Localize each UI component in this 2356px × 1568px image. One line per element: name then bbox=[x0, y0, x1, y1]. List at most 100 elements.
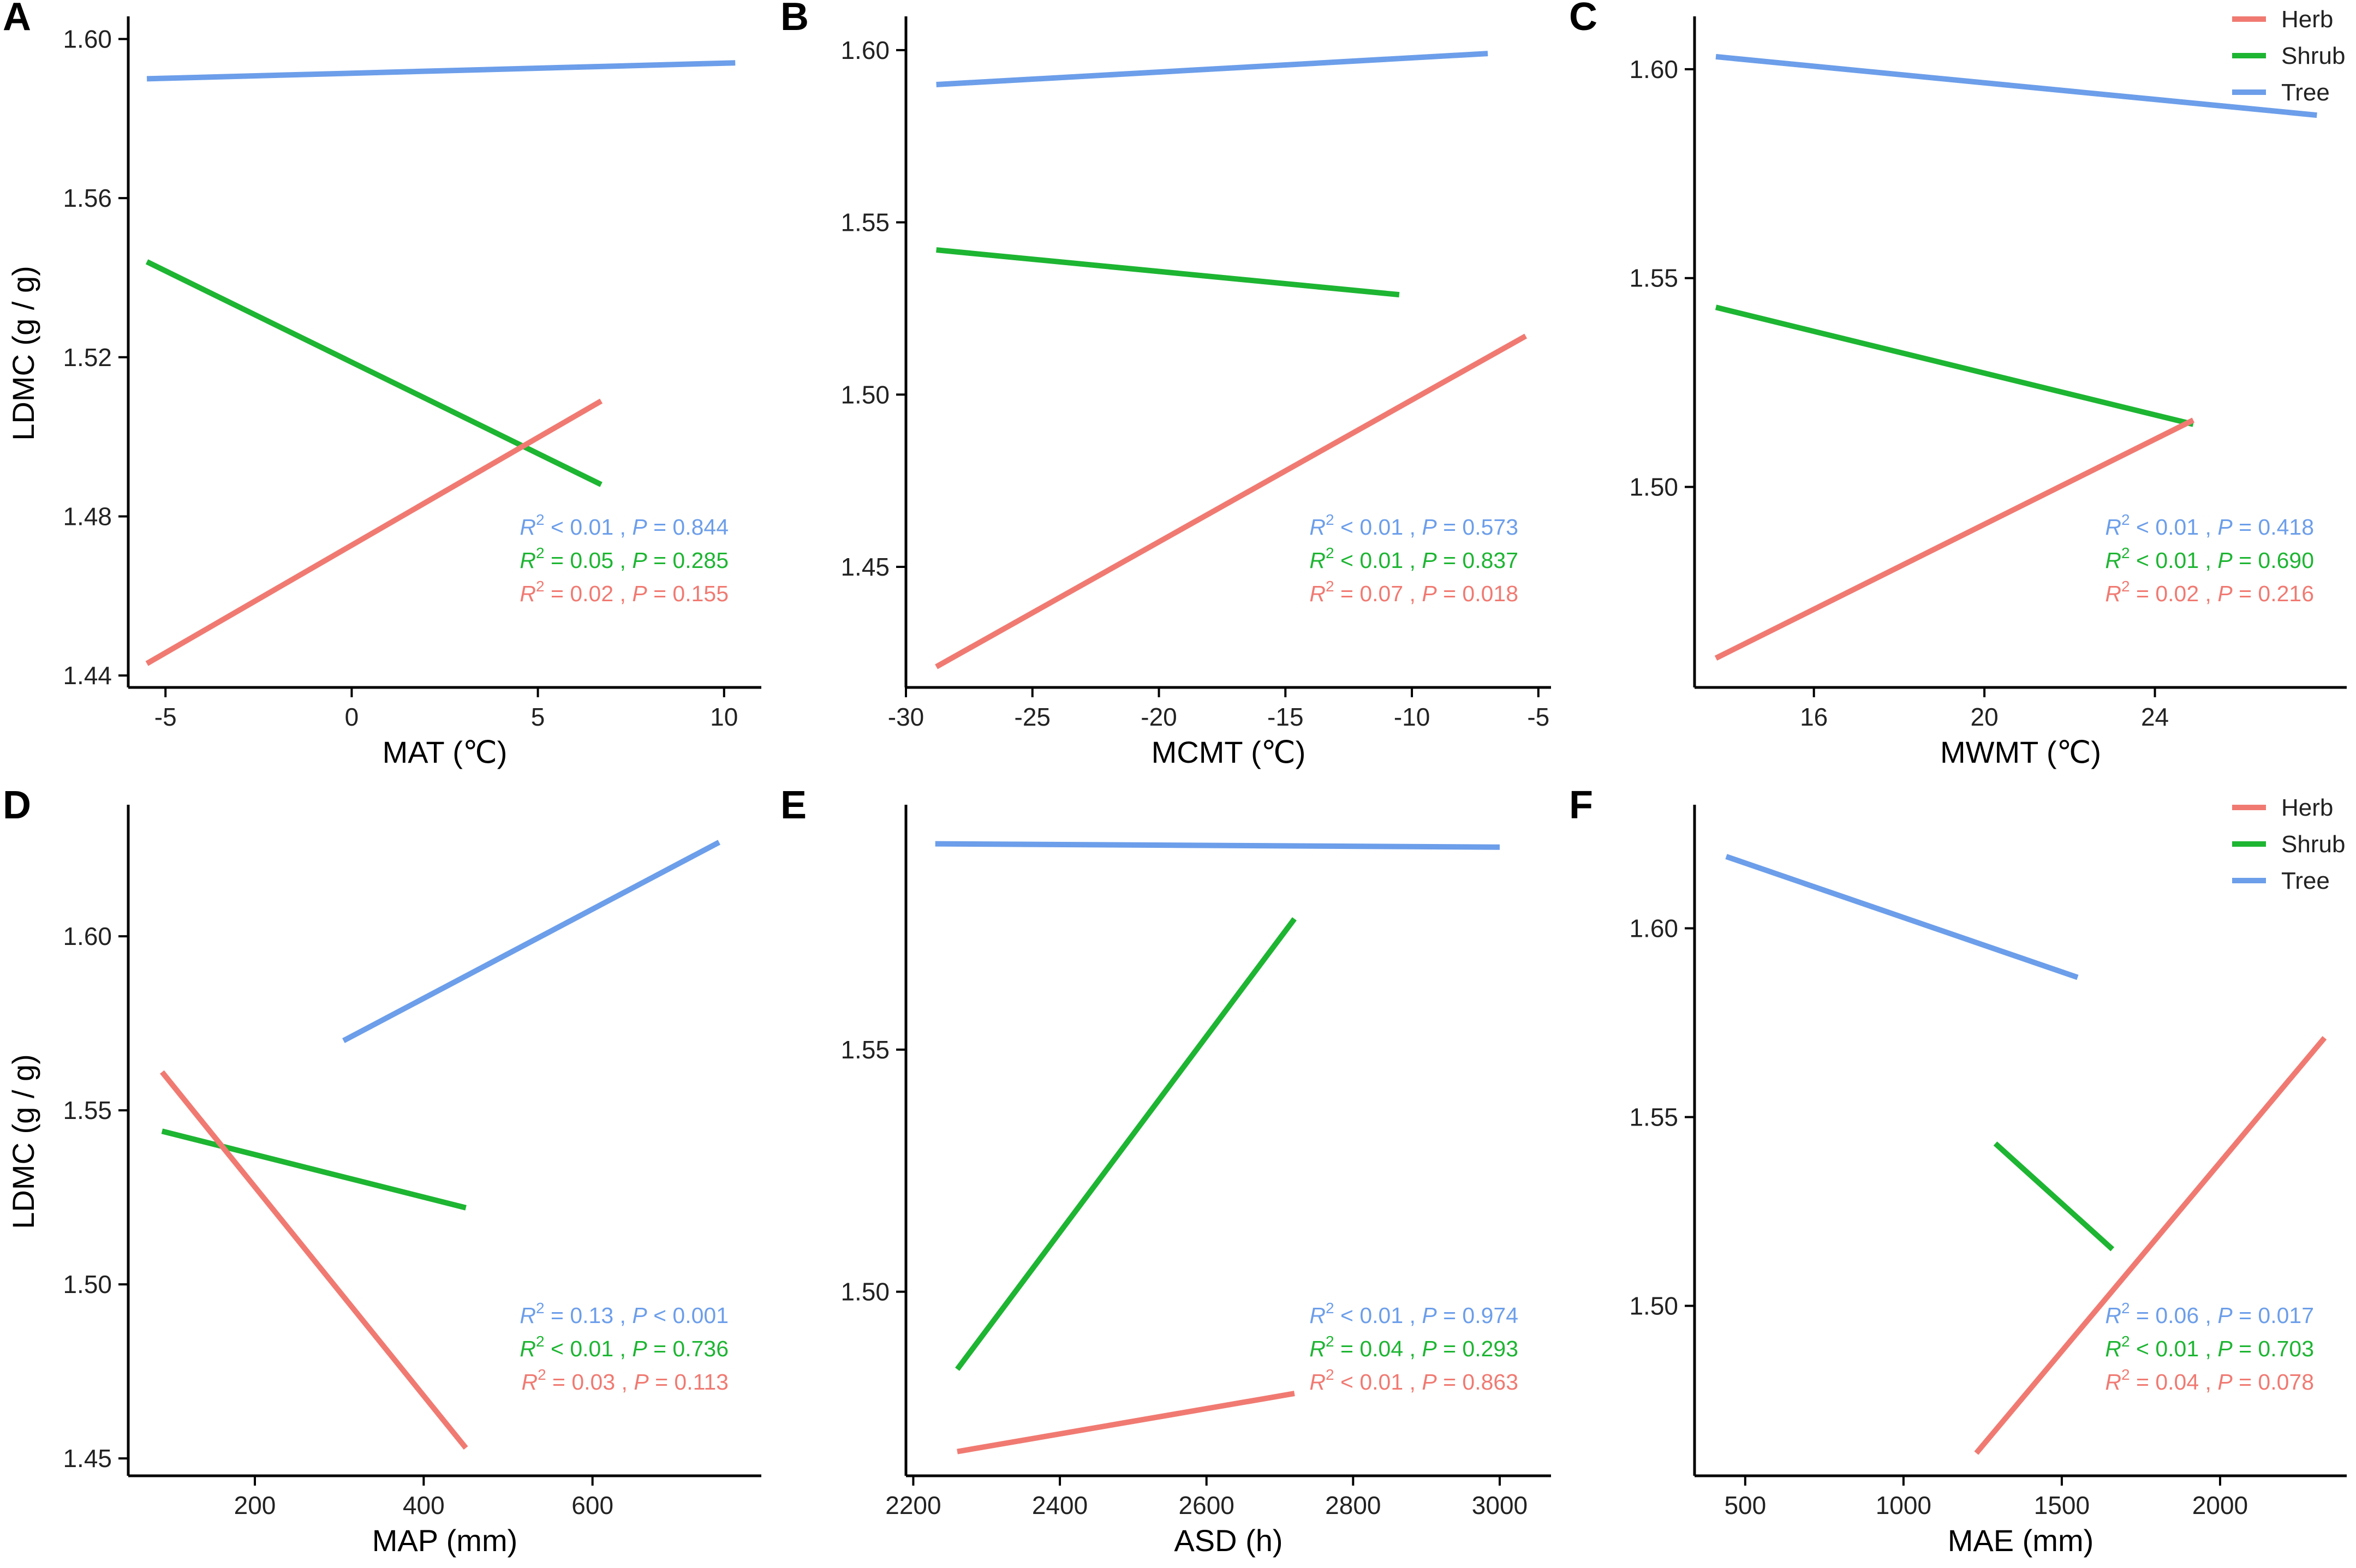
y-tick-label: 1.55 bbox=[63, 1096, 112, 1124]
panel-F: F 500 1000 1500 2000 1.50 1.55 1.60 MAE (mm) R2 =… bbox=[1569, 783, 2347, 1558]
stat-annotation-tree: R2 < 0.01 , P = 0.573 bbox=[1309, 511, 1518, 540]
x-tick-label: 2200 bbox=[885, 1491, 941, 1519]
x-tick-label: 3000 bbox=[1472, 1491, 1528, 1519]
y-tick-label: 1.60 bbox=[63, 25, 112, 53]
panel-C: C 16 20 24 1.50 1.55 1.60 MWMT (℃) R2 < 0.01 , P… bbox=[1569, 0, 2347, 769]
x-axis-title: MAP (mm) bbox=[372, 1523, 518, 1558]
y-tick-label: 1.60 bbox=[1629, 914, 1678, 942]
series-line-tree bbox=[342, 840, 721, 1043]
x-axis-title: MCMT (℃) bbox=[1152, 735, 1306, 769]
panel-label-B: B bbox=[780, 0, 809, 39]
series-line-shrub bbox=[1715, 304, 2194, 427]
stat-annotation-tree: R2 = 0.06 , P = 0.017 bbox=[2105, 1300, 2314, 1328]
stat-annotation-tree: R2 < 0.01 , P = 0.418 bbox=[2105, 511, 2314, 540]
y-tick-label: 1.50 bbox=[1629, 473, 1678, 501]
y-tick-label: 1.45 bbox=[63, 1444, 112, 1473]
y-axis-title: LDMC (g / g) bbox=[6, 1054, 40, 1229]
legend-label-shrub: Shrub bbox=[2281, 43, 2345, 69]
y-tick-label: 1.55 bbox=[840, 208, 890, 237]
series-line-shrub bbox=[161, 1128, 467, 1211]
series-line-tree bbox=[1715, 53, 2317, 118]
stat-annotation-herb: R2 = 0.02 , P = 0.216 bbox=[2105, 578, 2314, 606]
x-tick-label: 2800 bbox=[1325, 1491, 1381, 1519]
series-line-herb bbox=[1714, 417, 2195, 661]
stat-annotation-shrub: R2 = 0.04 , P = 0.293 bbox=[1309, 1333, 1518, 1361]
x-tick-label: 2600 bbox=[1179, 1491, 1234, 1519]
x-axis-title: MAE (mm) bbox=[1948, 1523, 2094, 1558]
y-tick-label: 1.60 bbox=[840, 36, 890, 64]
x-tick-label: -20 bbox=[1141, 703, 1177, 731]
series-line-shrub bbox=[145, 259, 603, 487]
series-line-shrub bbox=[955, 917, 1297, 1371]
panel-label-F: F bbox=[1569, 783, 1593, 827]
stat-annotation-herb: R2 = 0.04 , P = 0.078 bbox=[2105, 1366, 2314, 1395]
x-axis-title: ASD (h) bbox=[1174, 1523, 1283, 1558]
panel-label-A: A bbox=[3, 0, 31, 39]
stat-annotation-shrub: R2 < 0.01 , P = 0.690 bbox=[2105, 544, 2314, 573]
x-axis-title: MAT (℃) bbox=[383, 735, 508, 769]
y-tick-label: 1.52 bbox=[63, 343, 112, 372]
stat-annotation-shrub: R2 < 0.01 , P = 0.736 bbox=[520, 1333, 729, 1361]
panel-D: D 200 400 600 1.45 1.50 1.55 1.60 MAP (mm) LDMC (… bbox=[3, 783, 761, 1558]
stat-annotation-tree: R2 < 0.01 , P = 0.974 bbox=[1309, 1300, 1518, 1328]
panel-label-D: D bbox=[3, 783, 31, 827]
y-tick-label: 1.50 bbox=[840, 1278, 890, 1306]
stat-annotation-herb: R2 = 0.03 , P = 0.113 bbox=[521, 1366, 729, 1395]
y-tick-label: 1.48 bbox=[63, 502, 112, 530]
x-tick-label: -25 bbox=[1015, 703, 1051, 731]
y-tick-label: 1.60 bbox=[63, 922, 112, 950]
legend-label-tree: Tree bbox=[2281, 79, 2330, 106]
legend-label-tree: Tree bbox=[2281, 867, 2330, 894]
panel-label-C: C bbox=[1569, 0, 1597, 39]
series-line-tree bbox=[146, 60, 736, 82]
stat-annotation-herb: R2 < 0.01 , P = 0.863 bbox=[1309, 1366, 1518, 1395]
panel-A: A -5 0 5 10 1.44 1.48 1.52 1.56 1.60 MAT (℃) LDMC (… bbox=[3, 0, 761, 769]
y-tick-label: 1.44 bbox=[63, 661, 112, 690]
y-tick-label: 1.55 bbox=[1629, 1103, 1678, 1132]
y-tick-label: 1.45 bbox=[840, 553, 890, 581]
panel-E: E 2200 2400 2600 2800 3000 1.50 1.55 ASD (h) R2 <… bbox=[780, 783, 1551, 1558]
series-line-tree bbox=[1725, 854, 2079, 980]
series-line-shrub bbox=[1993, 1141, 2115, 1252]
x-tick-label: 1000 bbox=[1876, 1491, 1931, 1519]
x-tick-label: 2000 bbox=[2192, 1491, 2248, 1519]
x-tick-label: 500 bbox=[1724, 1491, 1766, 1519]
legend-label-shrub: Shrub bbox=[2281, 831, 2345, 858]
series-line-herb bbox=[159, 1070, 468, 1450]
stat-annotation-shrub: R2 = 0.05 , P = 0.285 bbox=[520, 544, 729, 573]
x-tick-label: 1500 bbox=[2034, 1491, 2090, 1519]
y-tick-label: 1.50 bbox=[1629, 1292, 1678, 1320]
x-axis-title: MWMT (℃) bbox=[1940, 735, 2101, 769]
x-tick-label: -30 bbox=[888, 703, 924, 731]
y-tick-label: 1.56 bbox=[63, 184, 112, 212]
series-line-herb bbox=[145, 398, 603, 666]
y-tick-label: 1.50 bbox=[840, 380, 890, 409]
x-tick-label: 16 bbox=[1800, 703, 1828, 731]
stat-annotation-herb: R2 = 0.07 , P = 0.018 bbox=[1309, 578, 1518, 606]
series-line-shrub bbox=[936, 247, 1400, 298]
x-tick-label: 400 bbox=[403, 1491, 445, 1519]
series-line-herb bbox=[957, 1391, 1295, 1455]
series-line-tree bbox=[936, 51, 1488, 87]
x-tick-label: 600 bbox=[571, 1491, 613, 1519]
x-tick-label: 0 bbox=[345, 703, 359, 731]
y-tick-label: 1.60 bbox=[1629, 55, 1678, 83]
legend-label-herb: Herb bbox=[2281, 6, 2333, 33]
series-line-tree bbox=[935, 841, 1500, 850]
stat-annotation-tree: R2 < 0.01 , P = 0.844 bbox=[520, 511, 729, 540]
x-tick-label: -15 bbox=[1267, 703, 1303, 731]
x-tick-label: -10 bbox=[1394, 703, 1430, 731]
panel-label-E: E bbox=[780, 783, 807, 827]
x-tick-label: -5 bbox=[154, 703, 177, 731]
x-tick-label: 24 bbox=[2141, 703, 2169, 731]
stat-annotation-tree: R2 = 0.13 , P < 0.001 bbox=[520, 1300, 729, 1328]
y-tick-label: 1.50 bbox=[63, 1270, 112, 1298]
y-axis-title: LDMC (g / g) bbox=[6, 266, 40, 441]
panel-B: B -30 -25 -20 -15 -10 -5 1.45 1.50 1.55 1.60 MCMT (… bbox=[780, 0, 1551, 769]
x-tick-label: -5 bbox=[1527, 703, 1549, 731]
y-tick-label: 1.55 bbox=[1629, 264, 1678, 292]
legend-label-herb: Herb bbox=[2281, 794, 2333, 821]
y-tick-label: 1.55 bbox=[840, 1036, 890, 1064]
stat-annotation-herb: R2 = 0.02 , P = 0.155 bbox=[520, 578, 729, 606]
